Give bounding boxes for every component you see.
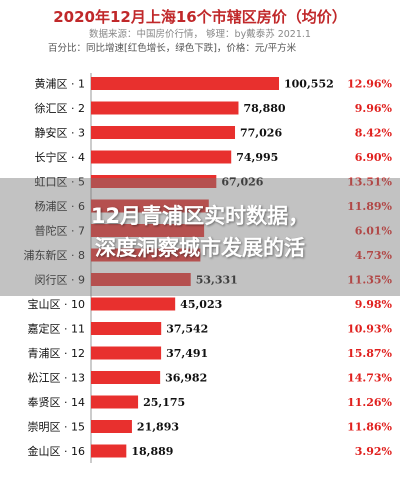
- category-label: 黄浦区 · 1: [35, 77, 86, 91]
- value-label: 18,889: [131, 445, 173, 458]
- category-label: 奉贤区 · 14: [28, 395, 86, 409]
- bar: [91, 150, 232, 164]
- percent-label: 8.42%: [355, 127, 393, 140]
- chart-title: 2020年12月上海16个市辖区房价（均价）: [53, 8, 347, 26]
- value-label: 45,023: [180, 298, 222, 311]
- chart-source: 数据来源：中国房价行情， 够理：by戴泰苏 2021.1: [89, 29, 311, 40]
- banner-overlay: [0, 178, 400, 296]
- category-label: 闵行区 · 9: [35, 273, 86, 287]
- value-label: 36,982: [165, 372, 207, 385]
- category-label: 崇明区 · 15: [28, 421, 86, 434]
- bar: [91, 346, 162, 360]
- percent-label: 6.01%: [355, 225, 393, 238]
- value-label: 100,552: [284, 78, 334, 91]
- bar: [91, 77, 279, 90]
- value-label: 37,491: [166, 347, 208, 360]
- value-label: 74,995: [236, 151, 278, 164]
- category-label: 静安区 · 3: [35, 126, 86, 140]
- percent-label: 14.73%: [347, 372, 392, 385]
- percent-label: 9.96%: [355, 102, 393, 115]
- bar: [91, 322, 162, 335]
- category-label: 杨浦区 · 6: [35, 199, 86, 213]
- percent-label: 10.93%: [347, 323, 392, 336]
- value-label: 77,026: [240, 127, 282, 140]
- bar: [91, 175, 217, 188]
- bar: [91, 444, 127, 458]
- bar: [91, 273, 191, 286]
- value-label: 21,893: [137, 421, 179, 434]
- percent-label: 3.92%: [355, 445, 393, 458]
- category-label: 长宁区 · 4: [35, 150, 86, 164]
- bar: [91, 395, 139, 409]
- percent-label: 15.87%: [347, 347, 392, 360]
- bar: [91, 101, 239, 115]
- chart-note: 百分比：同比增速[红色增长，绿色下跌]，价格：元/平方米: [48, 43, 297, 54]
- category-label: 金山区 · 16: [28, 444, 86, 458]
- percent-label: 11.89%: [347, 200, 392, 213]
- chart-header: 2020年12月上海16个市辖区房价（均价） 数据来源：中国房价行情， 够理：b…: [0, 0, 400, 60]
- category-label: 普陀区 · 7: [35, 224, 86, 238]
- bar: [91, 126, 236, 139]
- percent-label: 11.35%: [347, 274, 392, 287]
- bar: [91, 297, 176, 311]
- category-label: 松江区 · 13: [28, 371, 86, 385]
- value-label: 78,880: [243, 102, 285, 115]
- banner-headline-line-1: 12月青浦区实时数据，: [90, 204, 310, 228]
- banner-headline-line-2: 深度洞察城市发展的活: [95, 236, 305, 260]
- category-label: 虹口区 · 5: [35, 176, 86, 189]
- percent-label: 9.98%: [355, 298, 393, 311]
- bar: [91, 224, 205, 237]
- percent-label: 13.51%: [347, 176, 392, 189]
- value-label: 25,175: [143, 396, 185, 409]
- category-label: 青浦区 · 12: [28, 347, 86, 360]
- bar: [91, 420, 132, 433]
- value-label: 53,331: [196, 274, 238, 287]
- category-label: 浦东新区 · 8: [24, 248, 86, 262]
- percent-label: 11.86%: [347, 421, 392, 434]
- category-label: 徐汇区 · 2: [35, 101, 86, 115]
- percent-label: 11.26%: [347, 396, 392, 409]
- bar: [91, 371, 161, 384]
- percent-label: 6.90%: [355, 151, 393, 164]
- percent-label: 12.96%: [347, 78, 392, 91]
- bar: [91, 248, 201, 262]
- bar: [91, 199, 209, 213]
- value-label: 37,542: [166, 323, 208, 336]
- category-label: 嘉定区 · 11: [28, 322, 86, 336]
- category-label: 宝山区 · 10: [28, 297, 86, 311]
- percent-label: 4.73%: [355, 249, 393, 262]
- value-label: 67,026: [221, 176, 263, 189]
